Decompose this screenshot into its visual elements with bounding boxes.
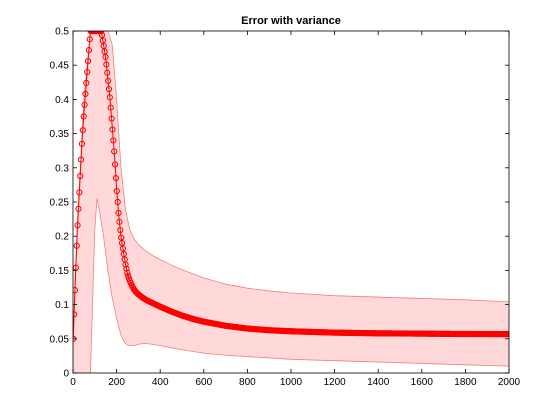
x-tick-label: 1200 (323, 377, 346, 388)
x-tick-label: 2000 (498, 377, 521, 388)
data-point (505, 331, 509, 338)
data-point (117, 226, 124, 234)
data-point (84, 68, 91, 76)
chart-title: Error with variance (241, 15, 341, 27)
y-axis: 0 0.05 0.1 0.15 0.2 0.25 0.3 0.35 0.4 0.45 0.5 (50, 27, 509, 380)
data-point (125, 272, 132, 279)
x-tick-label: 1400 (367, 377, 390, 388)
data-point (116, 218, 123, 225)
data-point (77, 156, 85, 163)
y-tick-label: 0.4 (55, 95, 69, 106)
y-tick-label: 0.2 (55, 232, 69, 243)
x-tick-label: 1600 (411, 377, 434, 388)
y-tick-label: 0.5 (55, 27, 69, 38)
data-point (75, 205, 82, 212)
data-point (111, 148, 118, 155)
data-point (109, 126, 116, 133)
data-point (82, 90, 89, 98)
data-point (79, 127, 86, 134)
band-upper-edge (73, 31, 509, 332)
x-axis: 0 200 400 600 800 1000 1200 1400 1600 1800 2000 (70, 31, 521, 388)
mean-series-layer (73, 31, 509, 342)
data-point (77, 172, 84, 180)
x-tick-label: 200 (108, 377, 125, 388)
y-tick-label: 0.3 (55, 163, 69, 174)
data-point (73, 242, 80, 249)
y-tick-label: 0.1 (55, 300, 69, 311)
band-lower-edge (73, 198, 509, 373)
data-point (105, 86, 113, 93)
data-point (80, 113, 87, 120)
variance-band-layer (73, 31, 509, 373)
data-point (74, 222, 81, 229)
variance-band (73, 31, 509, 373)
data-point (115, 209, 122, 217)
x-tick-label: 400 (152, 377, 169, 388)
y-tick-label: 0.25 (50, 198, 70, 209)
data-point (112, 174, 120, 182)
data-point (111, 161, 119, 168)
data-point (106, 94, 113, 101)
data-point (108, 115, 115, 122)
data-point (83, 79, 90, 87)
x-tick-label: 1000 (280, 377, 303, 388)
data-point (123, 265, 130, 272)
x-tick-label: 800 (239, 377, 256, 388)
data-point (76, 189, 83, 196)
data-point (122, 261, 129, 268)
data-point (103, 61, 110, 68)
x-tick-label: 0 (70, 377, 76, 388)
y-tick-label: 0.35 (50, 129, 70, 140)
y-tick-label: 0.15 (50, 266, 70, 277)
data-point (104, 69, 111, 76)
y-tick-label: 0.45 (50, 61, 70, 72)
data-point (85, 47, 93, 54)
data-point (84, 58, 92, 65)
data-point (98, 31, 105, 35)
data-point (81, 101, 88, 108)
data-point (78, 140, 86, 147)
data-point (124, 269, 131, 276)
data-point (73, 311, 78, 318)
x-tick-label: 1800 (454, 377, 477, 388)
data-point (102, 53, 109, 61)
data-point (107, 104, 114, 111)
data-point (110, 137, 117, 144)
x-tick-label: 600 (195, 377, 212, 388)
data-point (114, 198, 121, 206)
y-tick-label: 0.05 (50, 334, 70, 345)
data-point (113, 187, 120, 195)
y-tick-label: 0 (63, 369, 69, 380)
data-point (86, 36, 93, 43)
data-point (73, 287, 79, 294)
data-point (105, 77, 112, 85)
